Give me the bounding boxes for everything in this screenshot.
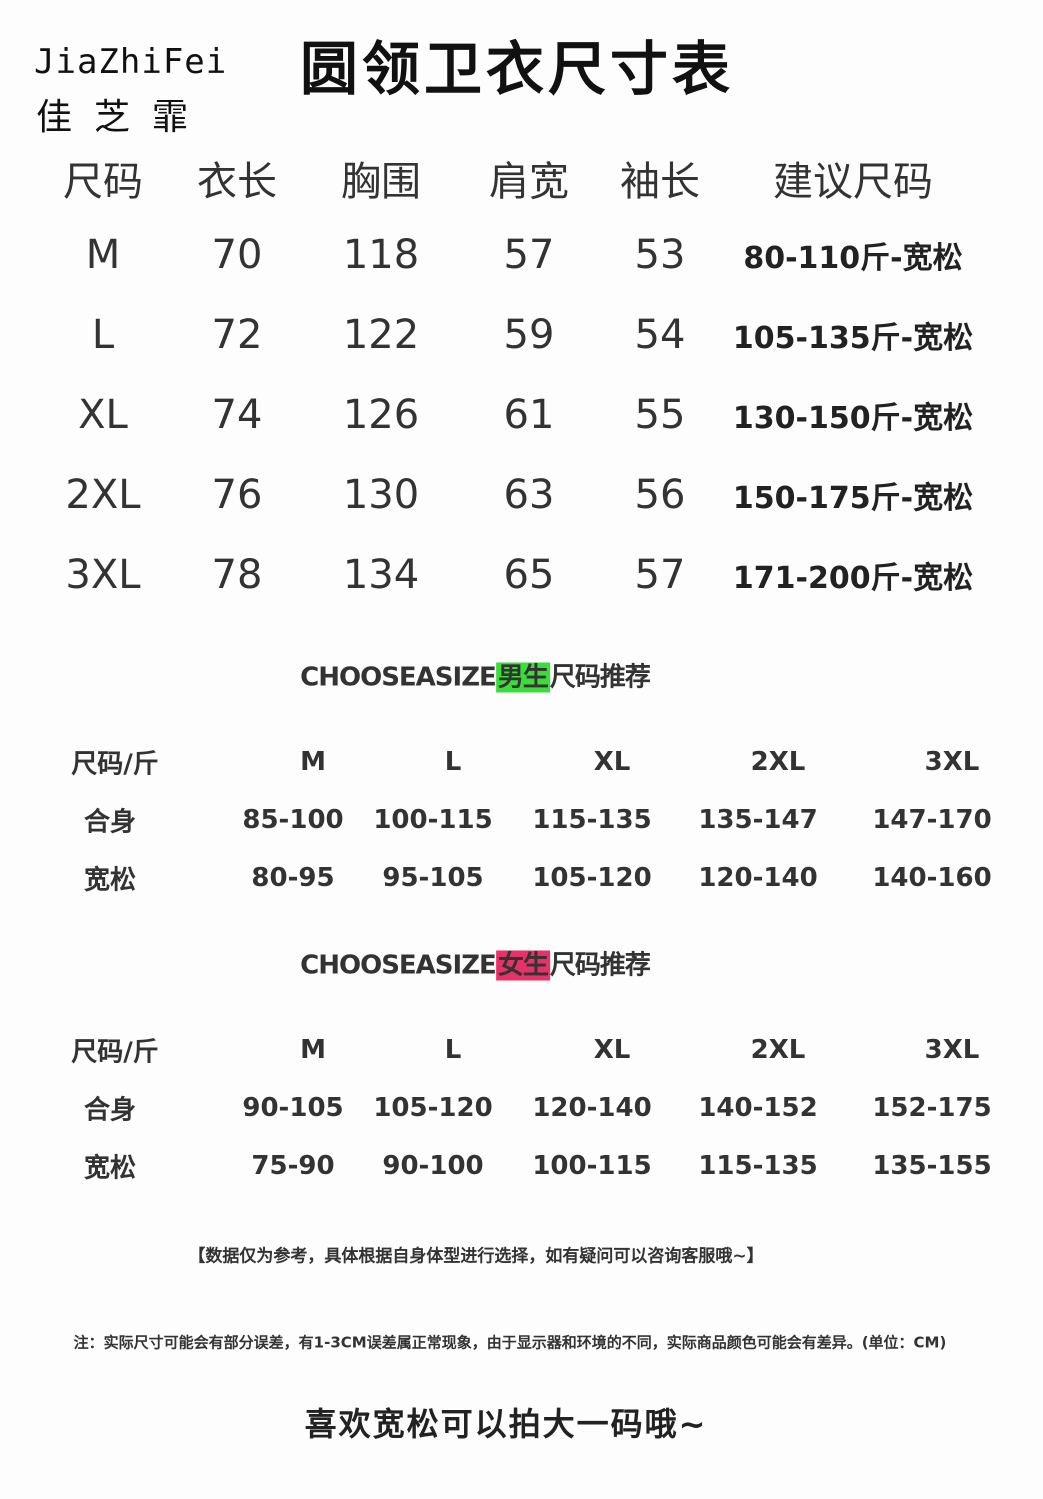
table-cell: 61 (503, 392, 555, 438)
column-header: 胸围 (341, 159, 421, 205)
table-cell: 140-160 (872, 863, 992, 893)
column-header: 2XL (750, 747, 806, 777)
table-cell: L (91, 312, 115, 358)
men-section-title: CHOOSEASIZE男生尺码推荐 (300, 657, 651, 694)
table-cell: 合身 (83, 1095, 137, 1126)
table-cell: 57 (634, 552, 686, 598)
table-cell: 65 (503, 552, 555, 598)
men-title-prefix: CHOOSEASIZE (300, 662, 497, 693)
column-header: 肩宽 (489, 159, 569, 205)
table-cell: XL (78, 392, 128, 438)
column-header: 建议尺码 (773, 159, 933, 205)
table-cell: 3XL (65, 552, 141, 598)
table-cell: 75-90 (251, 1151, 335, 1181)
column-header: 尺码/斤 (71, 749, 159, 780)
table-cell: 152-175 (872, 1093, 992, 1123)
table-cell: 130 (342, 472, 420, 518)
column-header: 2XL (750, 1035, 806, 1065)
table-cell: 85-100 (242, 805, 344, 835)
table-cell: 147-170 (872, 805, 992, 835)
table-cell: 150-175斤-宽松 (732, 481, 974, 516)
column-header: 3XL (924, 747, 980, 777)
column-header: M (300, 1035, 326, 1065)
table-cell: 合身 (83, 807, 137, 838)
table-cell: 135-147 (698, 805, 818, 835)
table-cell: 135-155 (872, 1151, 992, 1181)
sizing-tip: 喜欢宽松可以拍大一码哦~ (304, 1405, 708, 1443)
page-title: 圆领卫衣尺寸表 (300, 35, 735, 103)
table-cell: 90-105 (242, 1093, 344, 1123)
table-cell: 126 (342, 392, 420, 438)
table-cell: 80-110斤-宽松 (743, 241, 963, 276)
table-cell: 105-120 (532, 863, 652, 893)
table-cell: 171-200斤-宽松 (732, 561, 974, 596)
brand-name-en: JiaZhiFei (34, 42, 228, 82)
table-cell: 74 (211, 392, 263, 438)
table-cell: 宽松 (83, 1153, 137, 1184)
table-cell: 122 (342, 312, 420, 358)
table-cell: 100-115 (373, 805, 493, 835)
table-cell: 76 (211, 472, 263, 518)
table-cell: 54 (634, 312, 686, 358)
table-cell: 2XL (65, 472, 141, 518)
women-title-suffix: 尺码推荐 (549, 950, 651, 981)
table-cell: 115-135 (532, 805, 652, 835)
column-header: 袖长 (620, 159, 700, 205)
column-header: L (444, 747, 462, 777)
table-cell: 59 (503, 312, 555, 358)
men-title-suffix: 尺码推荐 (549, 662, 651, 693)
column-header: 3XL (924, 1035, 980, 1065)
column-header: M (300, 747, 326, 777)
table-cell: 72 (211, 312, 263, 358)
table-cell: 95-105 (382, 863, 484, 893)
column-header: 衣长 (197, 159, 277, 205)
table-cell: 80-95 (251, 863, 335, 893)
table-cell: 130-150斤-宽松 (732, 401, 974, 436)
women-section-title: CHOOSEASIZE女生尺码推荐 (300, 945, 651, 982)
column-header: 尺码 (63, 159, 143, 205)
table-cell: 118 (342, 232, 420, 278)
column-header: 尺码/斤 (71, 1037, 159, 1068)
table-cell: 120-140 (698, 863, 818, 893)
column-header: L (444, 1035, 462, 1065)
table-cell: 120-140 (532, 1093, 652, 1123)
measurement-note: 注：实际尺寸可能会有部分误差，有1-3CM误差属正常现象，由于显示器和环境的不同… (73, 1333, 947, 1352)
table-cell: 57 (503, 232, 555, 278)
table-cell: 56 (634, 472, 686, 518)
table-cell: 90-100 (382, 1151, 484, 1181)
brand-name-cn: 佳芝霏 (36, 97, 211, 138)
column-header: XL (593, 1035, 631, 1065)
table-cell: 105-120 (373, 1093, 493, 1123)
table-cell: M (85, 232, 121, 278)
table-cell: 宽松 (83, 865, 137, 896)
table-cell: 115-135 (698, 1151, 818, 1181)
table-cell: 134 (342, 552, 420, 598)
disclaimer-note: 【数据仅为参考，具体根据自身体型进行选择，如有疑问可以咨询客服哦~】 (188, 1246, 764, 1267)
table-cell: 78 (211, 552, 263, 598)
table-cell: 105-135斤-宽松 (732, 321, 974, 356)
table-cell: 100-115 (532, 1151, 652, 1181)
women-title-prefix: CHOOSEASIZE (300, 950, 497, 981)
table-cell: 70 (211, 232, 263, 278)
men-title-highlight: 男生 (495, 662, 550, 693)
table-cell: 55 (634, 392, 686, 438)
table-cell: 140-152 (698, 1093, 818, 1123)
table-cell: 53 (634, 232, 686, 278)
column-header: XL (593, 747, 631, 777)
women-title-highlight: 女生 (495, 950, 550, 981)
table-cell: 63 (503, 472, 555, 518)
